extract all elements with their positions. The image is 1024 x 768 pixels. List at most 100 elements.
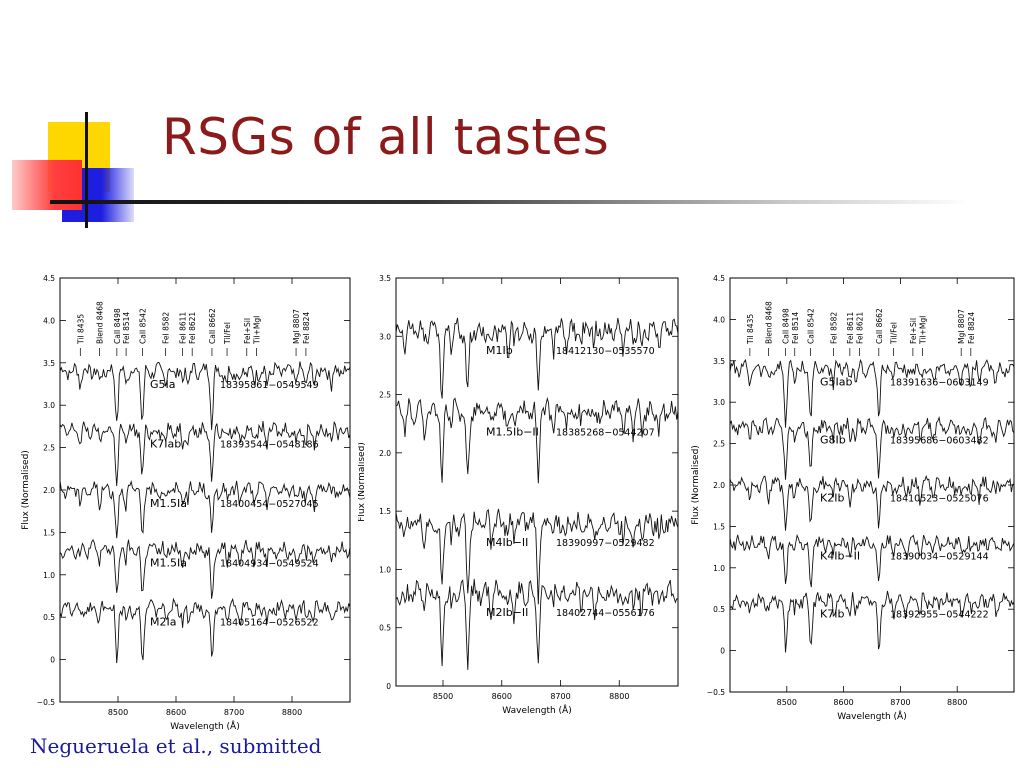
y-tick-label: 1.0	[379, 565, 391, 574]
line-id-label: FeI+SiI	[909, 318, 918, 344]
spectrum-line	[395, 317, 679, 399]
x-tick-label: 8800	[282, 708, 302, 717]
spectra-panel-right: 8500 8600 8700 8800 −0.5 0 0.5 1.0 1.5 2.0 2.5 3.0 3…	[684, 270, 1024, 730]
spectral-type-label: M1.5Ia	[150, 556, 187, 569]
x-axis-label: Wavelength (Å)	[837, 710, 906, 722]
line-id-marker: CaII 8662	[875, 308, 884, 356]
line-id-label: FeI 8621	[188, 312, 197, 344]
star-id-label: 18404934−0549524	[220, 558, 319, 569]
spectral-type-label: K7Iab	[150, 438, 181, 451]
star-id-label: 18390997−0529482	[556, 538, 655, 549]
y-tick-label: 3.0	[379, 332, 391, 341]
y-tick-label: 1.5	[713, 522, 725, 531]
y-tick-label: 2.5	[713, 440, 725, 449]
y-axis-label: Flux (Normalised)	[358, 442, 367, 522]
spectra-chart-right: 8500 8600 8700 8800 −0.5 0 0.5 1.0 1.5 2.0 2.5 3.0 3…	[691, 274, 1015, 722]
line-id-label: MgI 8807	[292, 309, 301, 344]
spectra-panel-left: 8500 8600 8700 8800 −0.5 0 0.5 1.0 1.5 2.0 2.5 3.0 3…	[14, 270, 360, 740]
x-tick-label: 8500	[777, 698, 797, 707]
x-tick-label: 8800	[609, 692, 629, 701]
y-tick-label: 0	[386, 682, 391, 691]
line-id-label: CaII 8542	[138, 308, 147, 344]
y-tick-label: 0.5	[379, 624, 391, 633]
star-id-label: 18385268−0544207	[556, 427, 655, 438]
line-id-marker: TiI/FeI	[223, 322, 232, 356]
title-underline	[50, 200, 970, 204]
y-tick-label: 2.5	[379, 391, 391, 400]
spectrum-line	[59, 361, 351, 430]
line-id-label: Blend 8468	[95, 301, 104, 344]
line-id-label: TiI+MgI	[252, 316, 261, 345]
star-id-label: 18391636−0603149	[890, 378, 989, 389]
x-tick-label: 8500	[108, 708, 128, 717]
spectral-type-label: G8Ib	[820, 434, 846, 447]
star-id-label: 18400454−0527045	[220, 499, 319, 510]
spectra-chart-middle: 8500 8600 8700 8800 0 0.5 1.0 1.5 2.0 2.5 3.0 3.5 Wa…	[357, 274, 679, 716]
line-id-label: TiI 8435	[746, 314, 755, 345]
line-id-marker: FeI 8514	[122, 312, 131, 356]
line-id-marker: CaII 8498	[782, 308, 791, 356]
spectrum-line	[59, 421, 351, 487]
spectrum-line	[395, 578, 679, 670]
line-id-label: Blend 8468	[765, 301, 774, 344]
x-tick-label: 8700	[550, 692, 570, 701]
line-id-marker: FeI 8514	[791, 312, 800, 356]
spectral-type-label: M2Ib−II	[486, 606, 528, 619]
y-tick-label: 0	[720, 647, 725, 656]
slide-title: RSGs of all tastes	[162, 108, 610, 166]
y-tick-label: 3.5	[43, 359, 55, 368]
line-id-marker: MgI 8807	[292, 309, 301, 356]
spectral-type-label: M1.5Ib−II	[486, 425, 539, 438]
line-id-marker: FeI+SiI	[243, 318, 252, 356]
line-id-marker: Blend 8468	[95, 301, 104, 356]
line-id-marker: CaII 8662	[208, 308, 217, 356]
line-id-label: FeI 8514	[791, 312, 800, 344]
star-id-label: 18393544−0548186	[220, 440, 319, 451]
y-tick-label: 2.0	[379, 449, 391, 458]
line-id-label: TiI+MgI	[918, 316, 927, 345]
line-id-label: FeI 8611	[178, 312, 187, 344]
y-tick-label: 2.0	[43, 486, 55, 495]
line-id-label: CaII 8662	[208, 308, 217, 344]
citation-text: Negueruela et al., submitted	[30, 734, 322, 758]
y-tick-label: 0.5	[43, 613, 55, 622]
y-tick-label: 3.5	[379, 274, 391, 283]
line-id-label: FeI 8582	[162, 312, 171, 344]
line-id-label: TiI 8435	[76, 314, 85, 345]
line-id-marker: TiI 8435	[76, 314, 85, 356]
y-tick-label: 4.0	[713, 315, 725, 324]
line-id-marker: FeI 8824	[967, 312, 976, 356]
spectral-type-label: G5Ia	[150, 378, 176, 391]
line-id-marker: FeI 8611	[178, 312, 187, 356]
x-tick-label: 8500	[433, 692, 453, 701]
x-tick-label: 8600	[833, 698, 853, 707]
line-id-marker: MgI 8807	[957, 309, 966, 356]
spectral-type-label: M2Ia	[150, 616, 176, 629]
line-id-marker: CaII 8498	[113, 308, 122, 356]
line-id-label: TiI/FeI	[890, 322, 899, 345]
spectrum-line	[729, 474, 1015, 531]
spectral-type-label: M1.5Ia	[150, 497, 187, 510]
spectral-type-label: K7Ib	[820, 607, 844, 620]
line-id-label: CaII 8662	[875, 308, 884, 344]
y-tick-label: 4.5	[713, 274, 725, 283]
spectral-type-label: K4Ib−II	[820, 550, 860, 563]
y-tick-label: 0.5	[713, 605, 725, 614]
spectral-type-label: K2Ib	[820, 492, 844, 505]
line-id-label: FeI 8611	[846, 312, 855, 344]
spectrum-line	[59, 538, 351, 599]
line-id-marker: CaII 8542	[138, 308, 147, 356]
y-tick-label: 1.0	[713, 564, 725, 573]
spectral-type-label: M4Ib−II	[486, 536, 528, 549]
star-id-label: 18395861−0549549	[220, 380, 319, 391]
y-tick-label: 2.0	[713, 481, 725, 490]
spectral-type-label: G5Iab	[820, 376, 853, 389]
spectrum-line	[729, 358, 1015, 428]
y-tick-label: 1.0	[43, 571, 55, 580]
line-id-label: FeI 8514	[122, 312, 131, 344]
star-id-label: 18410523−0525076	[890, 494, 989, 505]
y-axis-label: Flux (Normalised)	[691, 445, 701, 525]
line-id-marker: Blend 8468	[765, 301, 774, 356]
line-id-label: MgI 8807	[957, 309, 966, 344]
spectrum-line	[59, 480, 351, 539]
